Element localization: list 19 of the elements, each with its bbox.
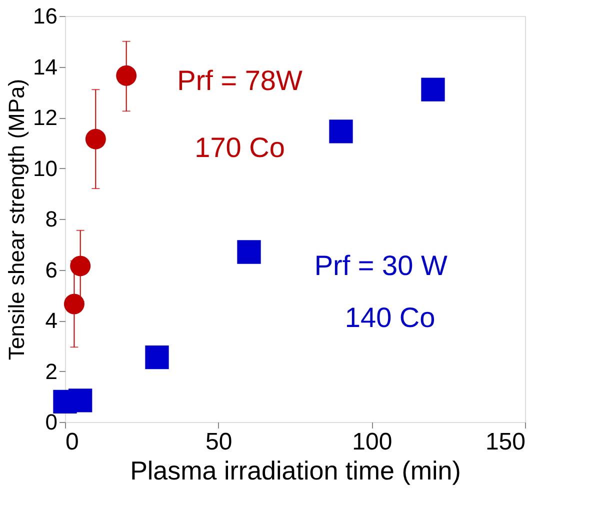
x-tick-label: 100 xyxy=(352,428,392,456)
x-tick-label: 0 xyxy=(66,428,79,456)
y-tick-label: 16 xyxy=(33,4,58,28)
annotation: 170 Co xyxy=(194,132,285,164)
y-tick-label: 4 xyxy=(45,308,58,333)
y-tick-label: 10 xyxy=(33,156,58,181)
y-tick-label: 2 xyxy=(45,358,58,384)
y-axis-title: Tensile shear strength (MPa) xyxy=(4,78,30,360)
x-tick-label: 50 xyxy=(205,428,232,456)
annotation: 140 Co xyxy=(344,302,436,334)
y-tick-label: 12 xyxy=(33,105,58,130)
y-tick-label: 8 xyxy=(45,206,58,232)
annotation: Prf = 30 W xyxy=(314,250,448,282)
annotation: Prf = 78W xyxy=(177,64,303,96)
y-tick-label: 6 xyxy=(45,257,58,282)
y-tick-label: 14 xyxy=(33,54,58,80)
y-tick-label: 0 xyxy=(45,410,58,434)
x-axis-title: Plasma irradiation time (min) xyxy=(130,456,461,486)
x-tick-label: 150 xyxy=(485,428,526,456)
